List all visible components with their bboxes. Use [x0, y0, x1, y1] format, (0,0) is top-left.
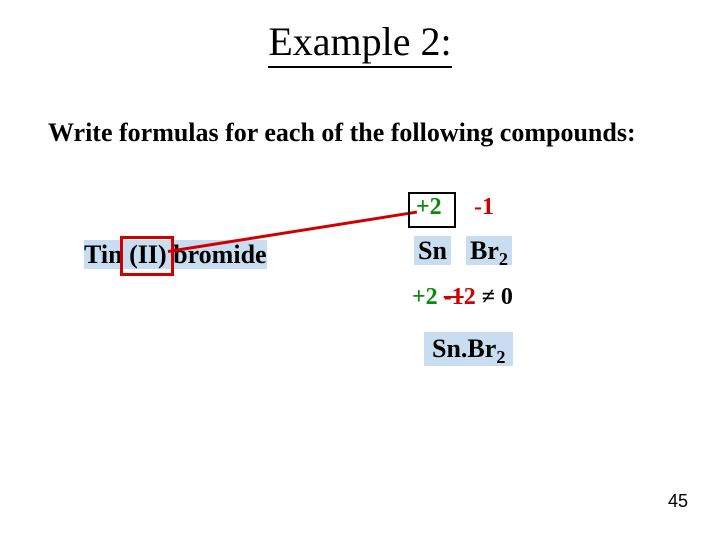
compound-name-post: bromide: [167, 240, 267, 269]
final-formula: Sn.Br2: [424, 332, 513, 366]
slide-title: Example 2:: [0, 18, 720, 65]
calc-minus-group: -12: [444, 284, 476, 310]
compound-roman-close: ): [158, 240, 167, 269]
element-anion-sub: 2: [499, 249, 508, 269]
charge-calc: +2 -12 ≠ 0: [412, 284, 513, 311]
final-formula-sub: 2: [496, 347, 505, 367]
final-formula-text: Sn.Br: [432, 334, 496, 363]
calc-zero: 0: [501, 284, 513, 310]
calc-minus-new: 2: [464, 284, 476, 310]
compound-name-pre: Tin: [84, 240, 129, 269]
element-cation: Sn: [414, 236, 451, 266]
compound-roman-open: (: [129, 240, 138, 269]
compound-name: Tin (II) bromide: [78, 238, 273, 272]
element-anion: Br2: [466, 236, 512, 266]
compound-roman-num: II: [138, 240, 158, 269]
page-number: 45: [668, 491, 688, 512]
calc-plus: +2: [412, 284, 438, 310]
oxidation-cation-box: [408, 192, 456, 228]
element-anion-text: Br2: [466, 236, 512, 265]
slide-title-text: Example 2:: [268, 19, 451, 68]
oxidation-anion-label: -1: [474, 194, 494, 221]
element-cation-text: Sn: [414, 236, 451, 265]
prompt-text: Write formulas for each of the following…: [48, 118, 636, 148]
calc-neq: ≠: [482, 284, 495, 310]
calc-minus-strike: -1: [444, 284, 464, 310]
